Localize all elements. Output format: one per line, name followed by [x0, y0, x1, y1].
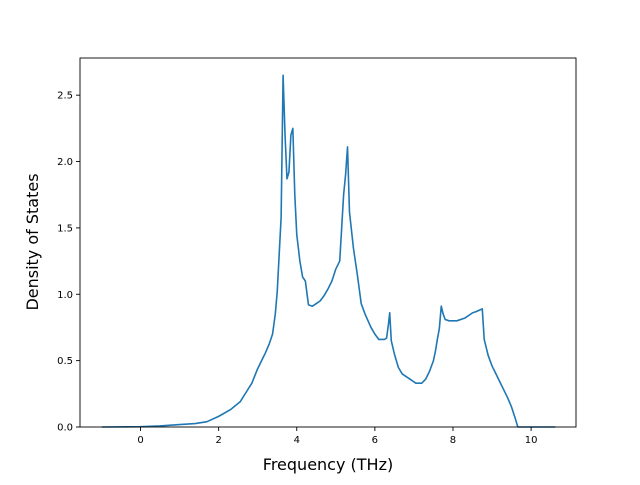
- x-tick-label: 8: [450, 435, 456, 446]
- x-tick-label: 2: [215, 435, 221, 446]
- axes-frame: [79, 57, 577, 428]
- y-tick-label: 1.0: [57, 290, 73, 301]
- x-tick-label: 10: [525, 435, 538, 446]
- y-tick-label: 1.5: [57, 223, 73, 234]
- x-axis-label: Frequency (THz): [263, 455, 393, 474]
- x-axis-ticks: 0 2 4 6 8 10: [137, 427, 537, 446]
- y-tick-label: 0.0: [57, 423, 73, 434]
- y-tick-label: 0.5: [57, 356, 73, 367]
- plot-area: [101, 74, 556, 428]
- y-tick-label: 2.0: [57, 157, 73, 168]
- y-axis-label: Density of States: [23, 173, 42, 310]
- y-tick-label: 2.5: [57, 91, 73, 102]
- x-tick-label: 0: [137, 435, 143, 446]
- dos-series-line: [101, 74, 556, 428]
- y-axis-ticks: 0.0 0.5 1.0 1.5 2.0 2.5: [57, 91, 80, 434]
- x-tick-label: 6: [372, 435, 378, 446]
- x-tick-label: 4: [294, 435, 300, 446]
